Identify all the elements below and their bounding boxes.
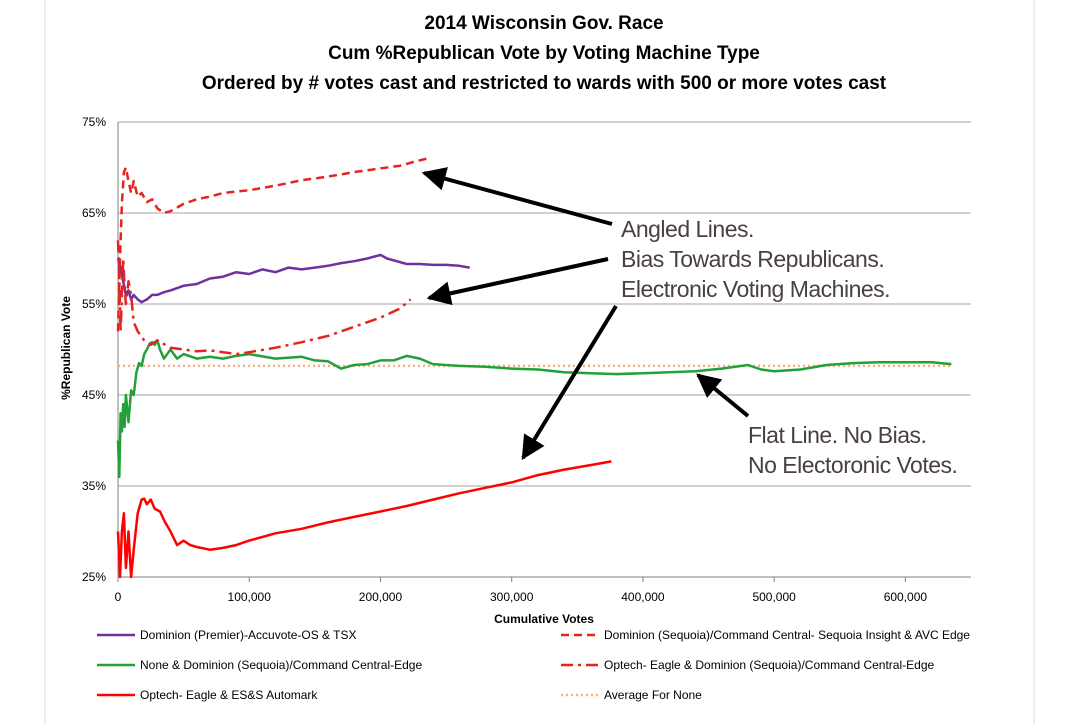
x-axis-title: Cumulative Votes	[494, 612, 594, 626]
series-layer	[116, 157, 952, 579]
arrow-to-optech-ess-line	[521, 304, 618, 461]
legend-label: Dominion (Sequoia)/Command Central- Sequ…	[604, 628, 970, 642]
y-axis-title: %Republican Vote	[59, 296, 73, 400]
series-line-2	[116, 339, 952, 479]
annotation-angled-line-1: Angled Lines.	[621, 216, 754, 242]
x-tick-label: 500,000	[752, 590, 796, 604]
x-tick-label: 400,000	[621, 590, 665, 604]
annotation-flat-line-1: Flat Line. No Bias.	[748, 422, 926, 448]
arrow-to-optech-dominion-line	[426, 257, 609, 306]
legend: Dominion (Premier)-Accuvote-OS & TSX Domi…	[97, 628, 970, 702]
legend-label: Average For None	[604, 688, 702, 702]
arrow-to-none-line	[696, 373, 750, 418]
chart-title-line-1: 2014 Wisconsin Gov. Race	[424, 13, 663, 34]
gridlines	[118, 121, 971, 487]
annotation-angled-lines: Angled Lines. Bias Towards Republicans. …	[621, 216, 891, 302]
annotation-flat-line: Flat Line. No Bias. No Electoronic Votes…	[748, 422, 958, 478]
x-tick-label: 0	[115, 590, 122, 604]
x-tick-label: 100,000	[228, 590, 272, 604]
x-tick-label: 200,000	[359, 590, 403, 604]
y-tick-label: 25%	[82, 570, 106, 584]
annotation-angled-line-3: Electronic Voting Machines.	[621, 276, 890, 302]
y-tick-label: 55%	[82, 297, 106, 311]
legend-label: Dominion (Premier)-Accuvote-OS & TSX	[140, 628, 357, 642]
annotation-angled-line-2: Bias Towards Republicans.	[621, 246, 884, 272]
arrow-to-sequoia-line	[421, 167, 613, 226]
x-axis-ticks: 0 100,000 200,000 300,000 400,000 500,000 600,…	[115, 577, 928, 604]
series-line-0	[116, 253, 470, 304]
legend-label: None & Dominion (Sequoia)/Command Centra…	[140, 658, 422, 672]
series-line-1	[116, 157, 429, 332]
annotation-flat-line-2: No Electoronic Votes.	[748, 452, 957, 478]
y-tick-label: 65%	[82, 206, 106, 220]
axes	[117, 122, 971, 578]
legend-label: Optech- Eagle & Dominion (Sequoia)/Comma…	[604, 658, 934, 672]
series-line-3	[116, 240, 412, 356]
y-tick-label: 75%	[82, 115, 106, 129]
series-line-4	[116, 460, 612, 579]
y-axis-ticks: 25% 35% 45% 55% 65% 75%	[82, 115, 106, 584]
legend-label: Optech- Eagle & ES&S Automark	[140, 688, 318, 702]
chart-title-line-2: Cum %Republican Vote by Voting Machine T…	[328, 43, 760, 64]
x-tick-label: 300,000	[490, 590, 534, 604]
chart-title-line-3: Ordered by # votes cast and restricted t…	[202, 73, 887, 94]
y-tick-label: 45%	[82, 388, 106, 402]
y-tick-label: 35%	[82, 479, 106, 493]
x-tick-label: 600,000	[884, 590, 928, 604]
